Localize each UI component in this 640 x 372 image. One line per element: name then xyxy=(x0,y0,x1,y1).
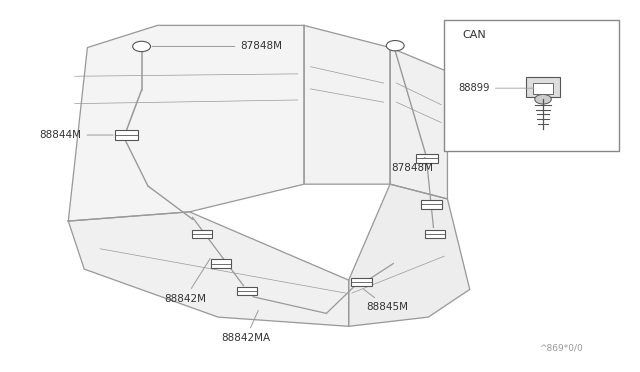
Bar xyxy=(444,20,620,151)
Polygon shape xyxy=(349,184,470,326)
Bar xyxy=(424,230,445,238)
Text: CAN: CAN xyxy=(462,30,486,40)
Text: 88842MA: 88842MA xyxy=(221,310,270,343)
Text: 88842M: 88842M xyxy=(164,259,210,304)
Polygon shape xyxy=(68,25,304,221)
Bar xyxy=(527,77,559,97)
Bar xyxy=(421,201,442,209)
Bar xyxy=(211,259,232,268)
Bar xyxy=(192,230,212,238)
Circle shape xyxy=(535,94,551,104)
Circle shape xyxy=(387,41,404,51)
Text: 87848M: 87848M xyxy=(152,41,282,51)
Circle shape xyxy=(132,41,150,52)
Text: ^869*0/0: ^869*0/0 xyxy=(539,343,583,352)
Text: 88845M: 88845M xyxy=(364,289,408,312)
Bar xyxy=(416,154,438,163)
Bar xyxy=(534,83,552,94)
Bar xyxy=(237,287,257,295)
Polygon shape xyxy=(304,25,390,184)
Bar xyxy=(115,131,138,140)
Text: 88844M: 88844M xyxy=(40,130,113,140)
Bar xyxy=(351,278,372,286)
Text: 88899: 88899 xyxy=(458,83,534,93)
Text: 87848M: 87848M xyxy=(392,157,433,173)
Polygon shape xyxy=(68,212,349,326)
Polygon shape xyxy=(390,48,447,199)
